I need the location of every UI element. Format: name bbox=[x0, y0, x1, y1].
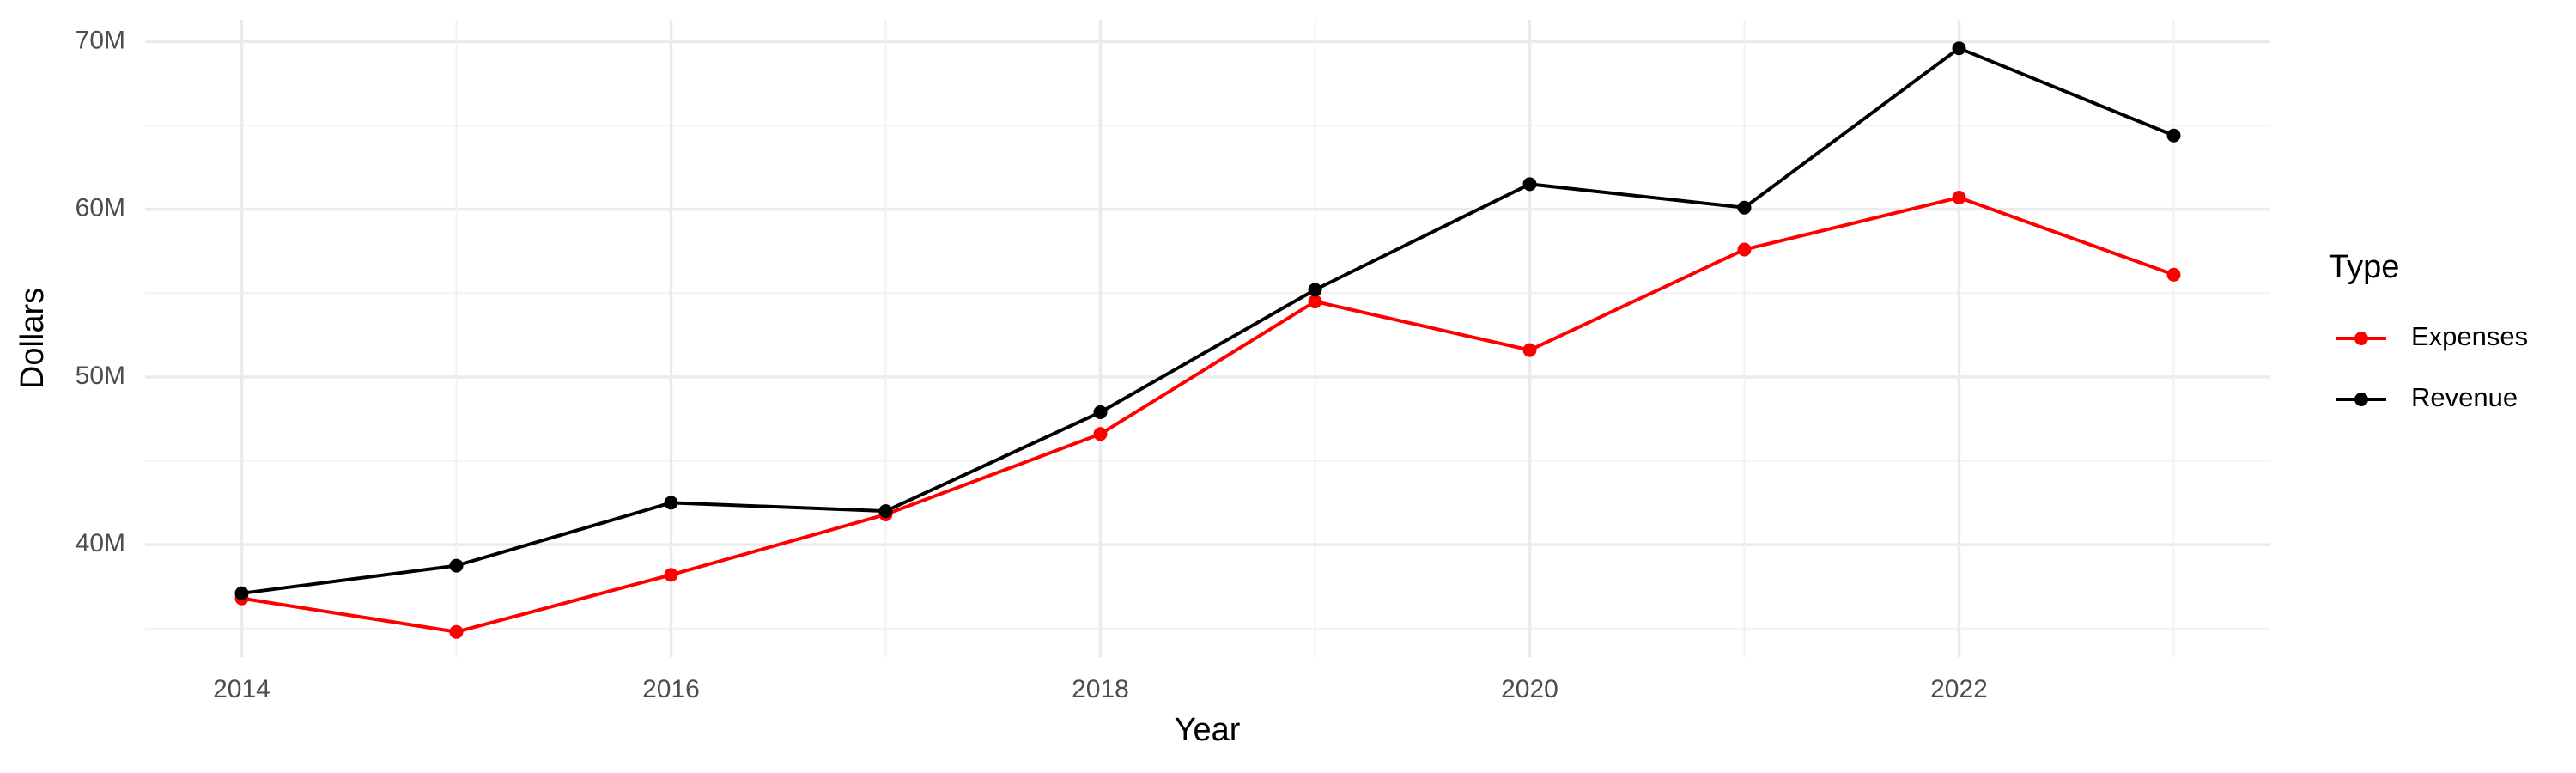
y-axis-title: Dollars bbox=[15, 288, 51, 389]
x-tick-label: 2018 bbox=[1072, 675, 1129, 703]
data-point bbox=[1308, 283, 1322, 297]
x-axis-title: Year bbox=[1175, 712, 1241, 748]
legend-swatch-point bbox=[2354, 332, 2368, 345]
data-point bbox=[1522, 177, 1537, 192]
data-point bbox=[1522, 343, 1537, 357]
data-point bbox=[664, 496, 678, 510]
legend-swatch-point bbox=[2354, 393, 2368, 406]
x-tick-label: 2016 bbox=[642, 675, 700, 703]
data-point bbox=[234, 586, 249, 600]
x-tick-label: 2022 bbox=[1930, 675, 1988, 703]
y-tick-label: 60M bbox=[76, 194, 125, 222]
data-point bbox=[1093, 427, 1108, 441]
x-tick-label: 2014 bbox=[213, 675, 270, 703]
data-point bbox=[1308, 295, 1322, 309]
data-point bbox=[878, 504, 893, 519]
data-point bbox=[449, 558, 464, 573]
data-point bbox=[1737, 242, 1752, 257]
legend-label: Expenses bbox=[2411, 321, 2528, 351]
legend-label: Revenue bbox=[2411, 382, 2518, 412]
y-tick-label: 50M bbox=[76, 362, 125, 390]
data-point bbox=[2166, 128, 2181, 143]
data-point bbox=[1952, 41, 1966, 56]
y-tick-label: 40M bbox=[76, 529, 125, 557]
legend-title: Type bbox=[2329, 249, 2399, 285]
y-tick-label: 70M bbox=[76, 26, 125, 54]
series-line bbox=[241, 46, 2175, 595]
data-point bbox=[449, 624, 464, 639]
data-point bbox=[1952, 190, 1966, 204]
data-point bbox=[2166, 267, 2181, 282]
series-line bbox=[241, 195, 2175, 634]
data-point bbox=[664, 568, 678, 582]
data-point bbox=[1093, 405, 1108, 419]
grid bbox=[145, 20, 2270, 657]
x-tick-label: 2020 bbox=[1501, 675, 1558, 703]
data-point bbox=[1737, 200, 1752, 215]
